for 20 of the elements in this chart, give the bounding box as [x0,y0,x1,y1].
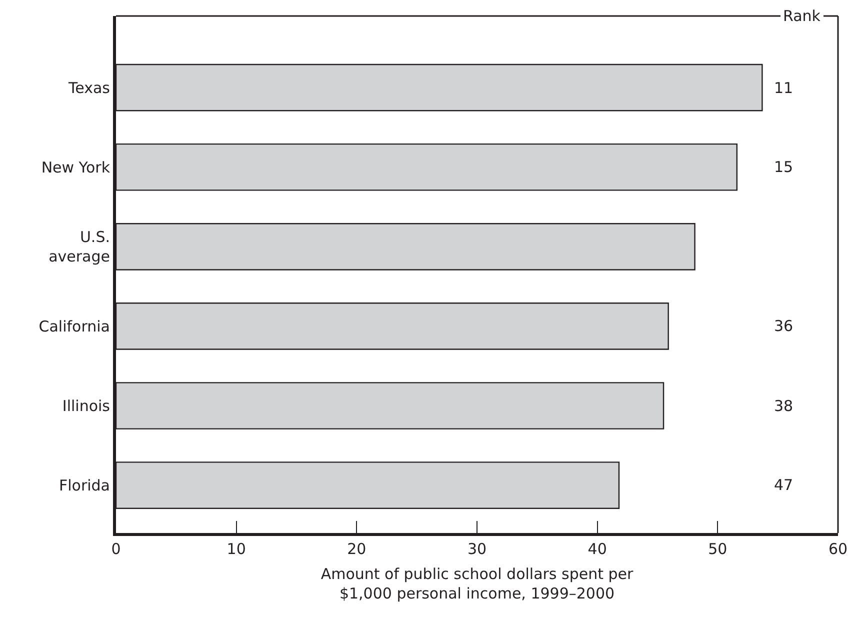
y-tick-label: Texas [68,78,110,97]
y-tick-label: California [38,317,110,336]
y-tick-label: Illinois [62,396,110,415]
annotation: 15 [774,158,794,176]
y-tick-label: U.S. average [48,228,110,266]
x-tick-label: 10 [226,540,246,558]
annotation: 47 [774,476,794,494]
y-tick-label: Florida [58,476,110,495]
annotation: 36 [774,317,794,335]
x-tick-label: 0 [111,540,121,558]
annotation: Rank [783,7,821,25]
x-tick-label: 30 [467,540,487,558]
x-tick-label: 60 [828,540,848,558]
annotation: 11 [774,79,794,97]
annotation: 38 [774,397,794,415]
y-tick-label: New York [41,158,110,176]
x-tick-label: 50 [708,540,728,558]
x-tick-label: 40 [588,540,607,558]
x-tick-label: 20 [347,540,366,558]
x-axis-title: Amount of public school dollars spent per $1,000 personal income, 1999–2000 [320,565,634,602]
